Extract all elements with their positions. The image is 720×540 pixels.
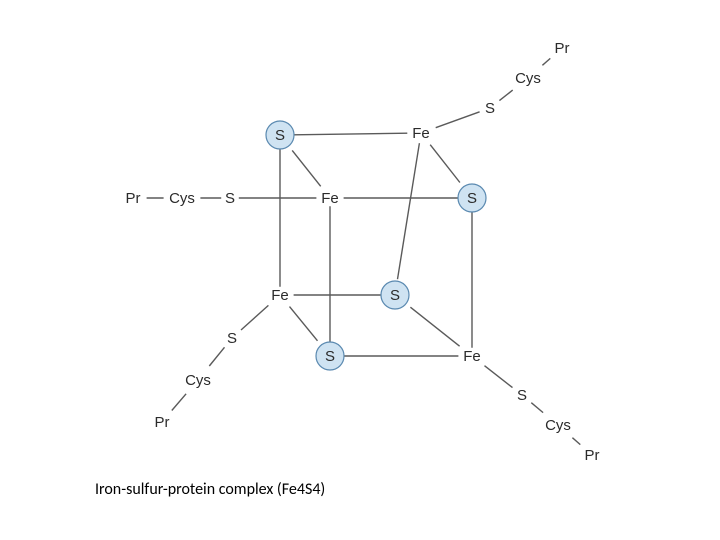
node-label: Pr <box>585 447 600 464</box>
node-label: Cys <box>545 417 571 434</box>
node-label: Fe <box>321 190 339 207</box>
node-label: S <box>275 127 285 144</box>
node-label: Pr <box>155 414 170 431</box>
bond-edge <box>241 305 268 330</box>
bond-edge <box>499 90 512 101</box>
bond-edge <box>292 150 321 186</box>
bond-edge <box>294 133 407 135</box>
bond-edge <box>436 112 480 128</box>
bond-edge <box>410 307 459 346</box>
node-label: S <box>467 190 477 207</box>
node-label: Cys <box>169 190 195 207</box>
bond-edge <box>542 58 550 65</box>
node-label: S <box>517 387 527 404</box>
node-label: S <box>227 330 237 347</box>
node-label: S <box>485 100 495 117</box>
node-label: S <box>225 190 235 207</box>
bond-edge <box>398 143 420 279</box>
bond-edge <box>572 438 580 445</box>
bond-edge <box>485 366 513 388</box>
nodes-group: S Fe Fe S Fe S S Fe S Cys Pr S Cys Pr S Cys Pr S Cys Pr <box>126 40 600 464</box>
node-label: Fe <box>271 287 289 304</box>
bond-edge <box>430 145 460 183</box>
node-label: Pr <box>555 40 570 57</box>
node-label: Cys <box>185 372 211 389</box>
node-label: Fe <box>463 348 481 365</box>
node-label: Fe <box>412 125 430 142</box>
node-label: Cys <box>515 70 541 87</box>
bond-edge <box>209 347 224 366</box>
node-label: S <box>325 348 335 365</box>
node-label: Pr <box>126 190 141 207</box>
caption-text: Iron-sulfur-protein complex (Fe4S4) <box>95 480 325 499</box>
bond-edge <box>531 403 543 413</box>
edges-group <box>147 58 581 444</box>
bond-edge <box>172 394 186 411</box>
node-label: S <box>390 287 400 304</box>
bond-edge <box>290 307 318 341</box>
iron-sulfur-diagram: S Fe Fe S Fe S S Fe S Cys Pr S Cys Pr S Cys Pr S Cys Pr <box>0 0 720 540</box>
